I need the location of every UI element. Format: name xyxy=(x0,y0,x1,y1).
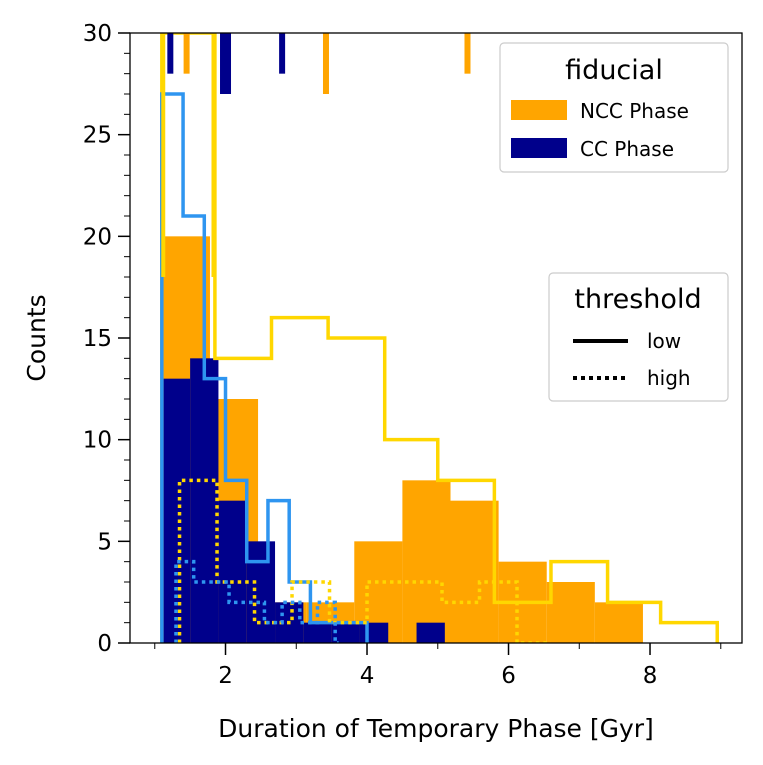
bar-cc-2 xyxy=(218,500,247,643)
rug-ncc-0-2 xyxy=(464,33,471,74)
bar-cc-0 xyxy=(161,378,191,643)
x-tick-label-1: 4 xyxy=(360,663,375,689)
rug-ncc-0-0 xyxy=(183,33,190,74)
rug-ncc-1-1 xyxy=(211,33,216,277)
rug-cc-2-0 xyxy=(167,33,174,74)
x-tick-label-0: 2 xyxy=(218,663,233,689)
bar-cc-3 xyxy=(246,541,276,643)
legend-threshold: threshold low high xyxy=(548,272,729,402)
legend-label-low: low xyxy=(647,329,681,353)
step-lines-layer xyxy=(160,33,719,643)
bar-cc-9 xyxy=(416,622,445,643)
bar-cc-5 xyxy=(303,622,332,643)
y-tick-label-6: 30 xyxy=(83,21,112,47)
bar-ncc-8 xyxy=(546,582,595,643)
rug-cc-2-1 xyxy=(220,33,232,94)
y-tick-label-3: 15 xyxy=(83,326,112,352)
step-ncc-low xyxy=(160,33,719,643)
bar-cc-7 xyxy=(359,622,389,643)
step-ncc-high xyxy=(177,478,551,643)
bar-cc-1 xyxy=(190,358,219,643)
y-tick-label-0: 0 xyxy=(97,631,112,657)
legend-fiducial: fiducial NCC Phase CC Phase xyxy=(499,42,729,173)
step-cc-low xyxy=(160,92,369,643)
rug-marks-layer xyxy=(161,33,471,277)
legend-threshold-title: threshold xyxy=(574,284,701,315)
bar-ncc-5 xyxy=(402,480,451,643)
legend-fiducial-title: fiducial xyxy=(565,55,663,86)
y-tick-label-1: 5 xyxy=(97,529,112,555)
legend-label-cc: CC Phase xyxy=(580,137,674,161)
legend-threshold-frame xyxy=(548,272,729,402)
bar-ncc-6 xyxy=(450,500,499,643)
bar-cc-6 xyxy=(331,622,360,643)
y-axis-label: Counts xyxy=(22,294,51,381)
legend-swatch-ncc xyxy=(511,100,567,120)
axis-ticks: 0 5 10 15 20 25 30 2 4 6 8 xyxy=(83,21,722,689)
legend-label-ncc: NCC Phase xyxy=(580,99,689,123)
rug-cc-2-2 xyxy=(279,33,286,74)
x-tick-label-2: 6 xyxy=(501,663,516,689)
x-axis-label: Duration of Temporary Phase [Gyr] xyxy=(218,714,654,743)
y-tick-label-5: 25 xyxy=(83,123,112,149)
bar-ncc-9 xyxy=(594,602,643,643)
legend-label-high: high xyxy=(647,366,691,390)
y-tick-label-2: 10 xyxy=(83,428,112,454)
legend-swatch-cc xyxy=(511,138,567,158)
rug-ncc-0-1 xyxy=(322,33,329,94)
x-tick-label-3: 8 xyxy=(643,663,658,689)
y-tick-label-4: 20 xyxy=(83,224,112,250)
rug-ncc-1-0 xyxy=(161,33,166,277)
